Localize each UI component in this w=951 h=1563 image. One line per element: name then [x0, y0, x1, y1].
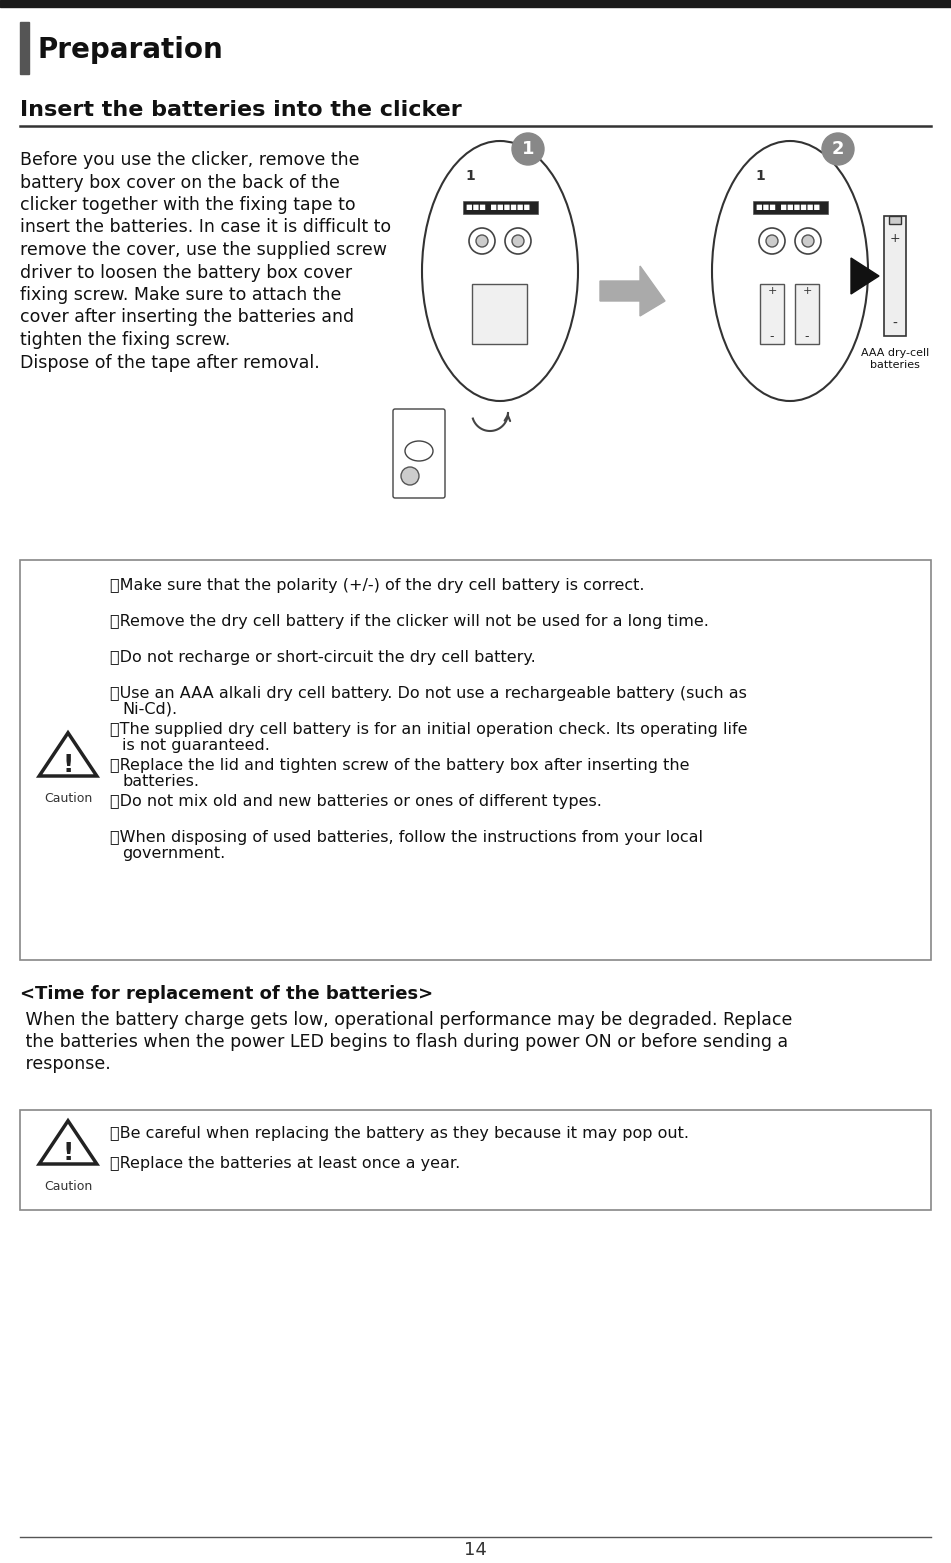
Circle shape: [795, 228, 821, 255]
Circle shape: [476, 234, 488, 247]
Text: <Time for replacement of the batteries>: <Time for replacement of the batteries>: [20, 985, 433, 1003]
Text: fixing screw. Make sure to attach the: fixing screw. Make sure to attach the: [20, 286, 341, 303]
Text: +: +: [890, 231, 901, 244]
Text: 1: 1: [522, 141, 534, 158]
Text: 1: 1: [755, 169, 765, 183]
Text: ・The supplied dry cell battery is for an initial operation check. Its operating : ・The supplied dry cell battery is for an…: [110, 722, 747, 738]
Text: 1: 1: [465, 169, 475, 183]
Circle shape: [512, 234, 524, 247]
Circle shape: [505, 228, 531, 255]
Text: government.: government.: [122, 846, 225, 861]
Text: ・Do not recharge or short-circuit the dry cell battery.: ・Do not recharge or short-circuit the dr…: [110, 650, 535, 664]
Text: is not guaranteed.: is not guaranteed.: [122, 738, 270, 753]
Circle shape: [766, 234, 778, 247]
Ellipse shape: [712, 141, 868, 402]
Circle shape: [469, 228, 495, 255]
Text: +: +: [803, 286, 812, 295]
Text: ■■■  ■■■■■■: ■■■ ■■■■■■: [755, 205, 820, 209]
Text: remove the cover, use the supplied screw: remove the cover, use the supplied screw: [20, 241, 387, 259]
Bar: [889, 216, 901, 224]
Text: Dispose of the tape after removal.: Dispose of the tape after removal.: [20, 353, 320, 372]
Bar: [795, 284, 819, 344]
Text: insert the batteries. In case it is difficult to: insert the batteries. In case it is diff…: [20, 219, 391, 236]
Bar: [20, 560, 931, 960]
Bar: [752, 202, 827, 214]
Text: battery box cover on the back of the: battery box cover on the back of the: [20, 173, 340, 192]
Text: ・Be careful when replacing the battery as they because it may pop out.: ・Be careful when replacing the battery a…: [110, 1125, 689, 1141]
Text: ・Use an AAA alkali dry cell battery. Do not use a rechargeable battery (such as: ・Use an AAA alkali dry cell battery. Do …: [110, 686, 747, 700]
Circle shape: [802, 234, 814, 247]
Text: !: !: [63, 753, 73, 777]
Bar: [462, 202, 537, 214]
Polygon shape: [39, 733, 97, 775]
Bar: [0, 0, 951, 6]
Text: AAA dry-cell
batteries: AAA dry-cell batteries: [861, 349, 929, 369]
Text: 14: 14: [464, 1541, 487, 1558]
Text: Insert the batteries into the clicker: Insert the batteries into the clicker: [20, 100, 462, 120]
Text: +: +: [767, 286, 777, 295]
Bar: [472, 284, 527, 344]
Polygon shape: [851, 258, 879, 294]
Bar: [20, 22, 29, 73]
Text: Caution: Caution: [44, 792, 92, 805]
Text: -: -: [769, 330, 774, 344]
Text: ・Do not mix old and new batteries or ones of different types.: ・Do not mix old and new batteries or one…: [110, 794, 602, 810]
Text: response.: response.: [20, 1055, 110, 1074]
Bar: [20, 1110, 931, 1210]
Text: batteries.: batteries.: [122, 774, 199, 789]
Text: ・When disposing of used batteries, follow the instructions from your local: ・When disposing of used batteries, follo…: [110, 830, 703, 846]
Polygon shape: [39, 1121, 97, 1164]
Bar: [884, 216, 906, 336]
Polygon shape: [600, 266, 665, 316]
Text: ・Remove the dry cell battery if the clicker will not be used for a long time.: ・Remove the dry cell battery if the clic…: [110, 614, 708, 628]
Text: ・Replace the batteries at least once a year.: ・Replace the batteries at least once a y…: [110, 1157, 460, 1171]
Text: ■■■  ■■■■■■: ■■■ ■■■■■■: [465, 205, 530, 209]
Text: Caution: Caution: [44, 1180, 92, 1193]
Ellipse shape: [422, 141, 578, 402]
Text: cover after inserting the batteries and: cover after inserting the batteries and: [20, 308, 354, 327]
Text: -: -: [805, 330, 809, 344]
Text: ・Make sure that the polarity (+/-) of the dry cell battery is correct.: ・Make sure that the polarity (+/-) of th…: [110, 578, 645, 592]
Text: tighten the fixing screw.: tighten the fixing screw.: [20, 331, 230, 349]
Text: !: !: [63, 1141, 73, 1164]
Text: ・Replace the lid and tighten screw of the battery box after inserting the: ・Replace the lid and tighten screw of th…: [110, 758, 689, 774]
Text: clicker together with the fixing tape to: clicker together with the fixing tape to: [20, 195, 356, 214]
Ellipse shape: [405, 441, 433, 461]
Circle shape: [759, 228, 785, 255]
Circle shape: [512, 133, 544, 166]
Text: -: -: [893, 317, 898, 331]
Circle shape: [401, 467, 419, 485]
Text: 2: 2: [832, 141, 844, 158]
Text: driver to loosen the battery box cover: driver to loosen the battery box cover: [20, 264, 352, 281]
Text: Preparation: Preparation: [37, 36, 223, 64]
Circle shape: [822, 133, 854, 166]
Text: the batteries when the power LED begins to flash during power ON or before sendi: the batteries when the power LED begins …: [20, 1033, 788, 1050]
FancyBboxPatch shape: [393, 410, 445, 499]
Text: When the battery charge gets low, operational performance may be degraded. Repla: When the battery charge gets low, operat…: [20, 1011, 792, 1028]
Bar: [760, 284, 784, 344]
Text: Ni-Cd).: Ni-Cd).: [122, 702, 177, 717]
Text: Before you use the clicker, remove the: Before you use the clicker, remove the: [20, 152, 359, 169]
